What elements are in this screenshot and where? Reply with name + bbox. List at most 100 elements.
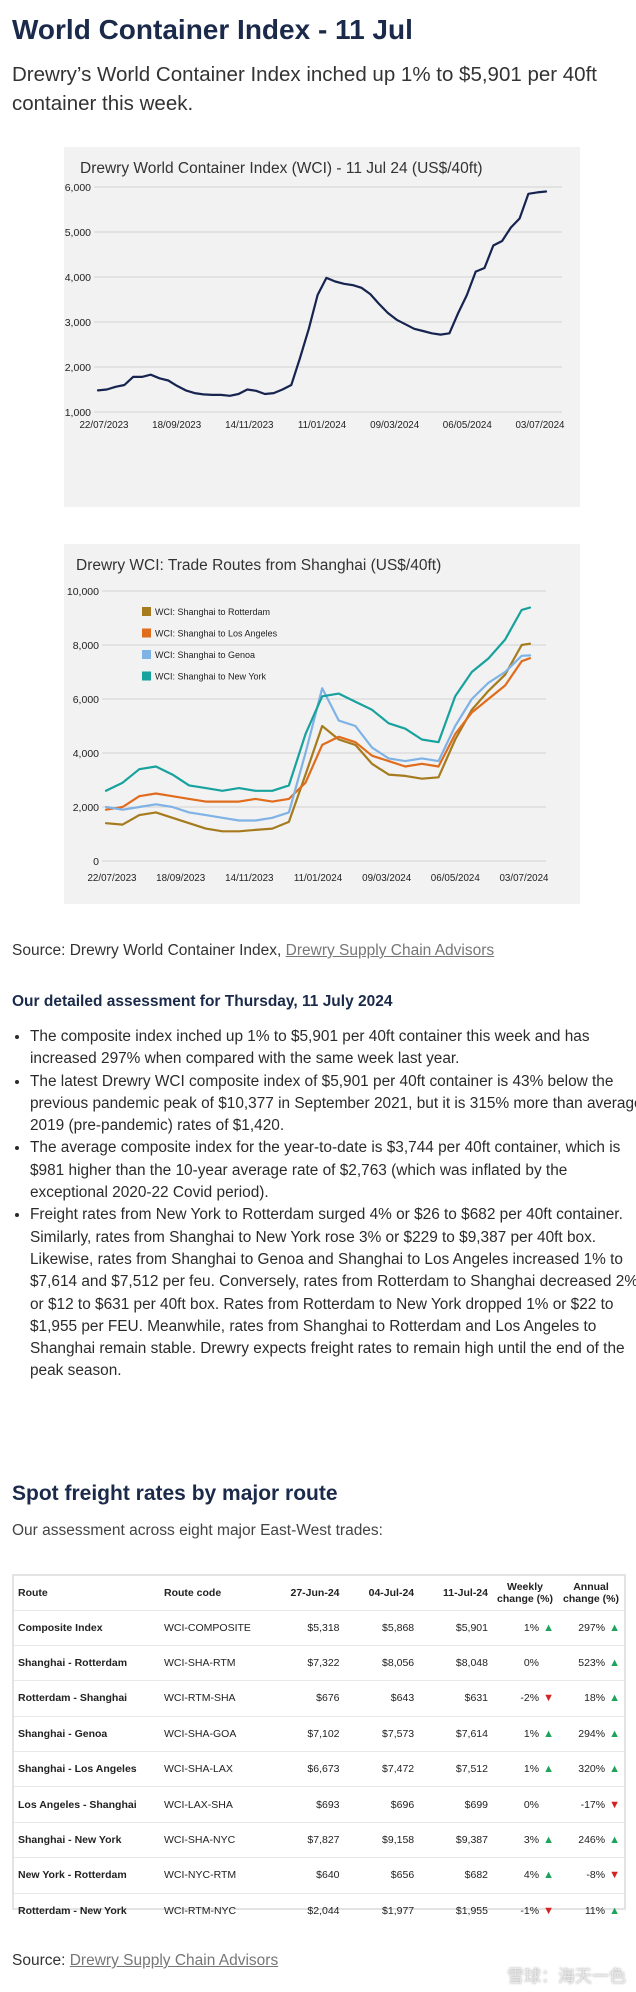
table-row: New York - Rotterdam WCI-NYC-RTM $640 $656 $… [14,1857,624,1894]
legend-label: WCI: Shanghai to Los Angeles [155,629,278,639]
up-arrow-icon: ▲ [609,1621,620,1634]
up-arrow-icon: ▲ [543,1727,554,1740]
up-arrow-icon: ▲ [609,1657,620,1670]
legend-label: WCI: Shanghai to Genoa [155,650,255,660]
table-source: Source: Drewry Supply Chain Advisors [12,1952,278,1970]
up-arrow-icon: ▲ [609,1692,620,1705]
cell-rate: $676 [264,1680,344,1717]
cell-weekly-change: 1% ▲ [492,1751,558,1787]
cell-rate: $643 [343,1680,419,1717]
cell-rate: $5,868 [343,1609,419,1646]
cell-weekly-change: 1% ▲ [492,1609,558,1646]
cell-rate: $7,573 [343,1715,419,1752]
change-value: 18% [584,1692,606,1705]
cell-rate: $693 [264,1786,344,1823]
legend-swatch [142,671,151,681]
x-tick-label: 14/11/2023 [225,420,274,431]
cell-annual-change: 246% ▲ [558,1821,624,1858]
cell-annual-change: 297% ▲ [558,1609,624,1646]
change-value: 1% [523,1727,540,1740]
cell-rate: $5,901 [418,1609,492,1646]
change-value: -2% [520,1692,540,1705]
header-weekly-change: Weekly change (%) [496,1580,553,1605]
down-arrow-icon: ▼ [543,1692,554,1705]
table-row: Rotterdam - Shanghai WCI-RTM-SHA $676 $643 $… [14,1680,624,1717]
cell-weekly-change: 0% [492,1644,558,1681]
change-value: -8% [586,1869,606,1882]
y-tick-label: 5,000 [65,227,91,239]
cell-rate: $7,472 [343,1751,419,1787]
assessment-title: Our detailed assessment for Thursday, 11… [12,993,393,1010]
cell-rate: $682 [418,1857,492,1894]
cell-annual-change: -8% ▼ [558,1857,624,1894]
x-tick-label: 14/11/2023 [225,873,274,884]
cell-rate: $5,318 [264,1609,344,1646]
source-prefix: Source: [12,1952,66,1969]
page-title: World Container Index - 11 Jul [12,14,413,45]
header-date-1: 27-Jun-24 [290,1586,340,1599]
cell-route: Los Angeles - Shanghai [14,1786,160,1823]
up-arrow-icon: ▲ [543,1834,554,1847]
cell-route: Shanghai - New York [14,1821,160,1858]
series-line [104,606,532,792]
table-row: Rotterdam - New York WCI-RTM-NYC $2,044 $1,… [14,1892,624,1929]
cell-rate: $9,387 [418,1821,492,1858]
cell-rate: $656 [343,1857,419,1894]
cell-rate: $8,048 [418,1644,492,1681]
x-tick-label: 18/09/2023 [152,420,202,431]
cell-annual-change: 320% ▲ [558,1751,624,1787]
cell-rate: $7,614 [418,1715,492,1752]
table-header-row: Route Route code 27-Jun-24 04-Jul-24 11-… [14,1576,624,1610]
x-tick-label: 03/07/2024 [499,873,549,884]
x-tick-label: 06/05/2024 [443,420,493,431]
watermark: 雪球：海天一色 [507,1967,626,1986]
table-row: Shanghai - Rotterdam WCI-SHA-RTM $7,322 $8,… [14,1644,624,1681]
legend-swatch [142,628,151,638]
x-tick-label: 03/07/2024 [515,420,565,431]
cell-rate: $1,955 [418,1892,492,1929]
spot-rates-subtitle: Our assessment across eight major East-W… [12,1522,383,1539]
x-tick-label: 18/09/2023 [156,873,206,884]
change-value: -17% [580,1798,606,1811]
list-item: Freight rates from New York to Rotterdam… [30,1204,636,1382]
cell-route-code: WCI-LAX-SHA [160,1786,264,1823]
cell-route: Shanghai - Genoa [14,1715,160,1752]
cell-rate: $6,673 [264,1751,344,1787]
chart-svg: Drewry World Container Index (WCI) - 11 … [65,160,565,431]
y-tick-label: 6,000 [73,694,99,706]
cell-rate: $1,977 [343,1892,419,1929]
cell-route: New York - Rotterdam [14,1857,160,1894]
y-tick-label: 2,000 [73,802,99,814]
cell-route-code: WCI-SHA-NYC [160,1821,264,1858]
change-value: 1% [523,1621,540,1634]
up-arrow-icon: ▲ [609,1763,620,1776]
cell-rate: $640 [264,1857,344,1894]
source-link[interactable]: Drewry Supply Chain Advisors [285,942,495,959]
cell-rate: $7,102 [264,1715,344,1752]
table-row: Shanghai - New York WCI-SHA-NYC $7,827 $9,1… [14,1821,624,1858]
y-tick-label: 6,000 [65,182,91,194]
series-line [104,657,532,811]
up-arrow-icon: ▲ [543,1621,554,1634]
change-value: 4% [523,1869,540,1882]
legend-swatch [142,607,151,616]
cell-route-code: WCI-NYC-RTM [160,1857,264,1894]
table-row: Composite Index WCI-COMPOSITE $5,318 $5,868… [14,1609,624,1646]
source-link[interactable]: Drewry Supply Chain Advisors [69,1952,279,1969]
y-tick-label: 3,000 [65,317,91,329]
change-value: 246% [578,1834,606,1847]
change-value: -1% [520,1904,540,1917]
list-item: The latest Drewry WCI composite index of… [30,1071,636,1138]
cell-route-code: WCI-RTM-NYC [160,1892,264,1929]
cell-weekly-change: 0% [492,1786,558,1823]
cell-weekly-change: -1% ▼ [492,1892,558,1929]
list-item: The average composite index for the year… [30,1137,636,1204]
y-tick-label: 4,000 [73,748,99,760]
cell-rate: $696 [343,1786,419,1823]
change-value: 0% [523,1657,539,1670]
down-arrow-icon: ▼ [609,1869,620,1882]
chart-title: Drewry WCI: Trade Routes from Shanghai (… [76,557,441,574]
cell-rate: $2,044 [264,1892,344,1929]
change-value: 0% [523,1798,539,1811]
header-annual-change: Annual change (%) [562,1580,619,1605]
